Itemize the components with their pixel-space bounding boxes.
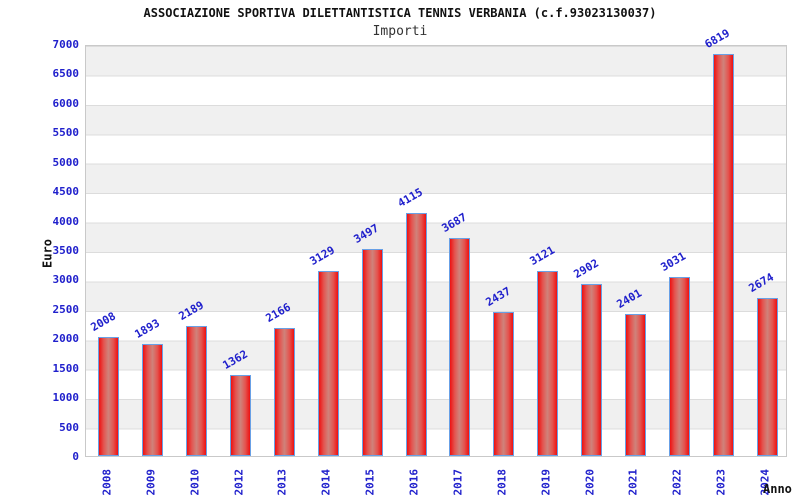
bar [537, 271, 558, 456]
plot-area: 2008 1893 2189 1362 2166 3129 3497 4115 3687 2437… [85, 26, 787, 457]
bar [757, 298, 778, 456]
x-tick-label: 2019 [539, 469, 553, 496]
chart-title: ASSOCIAZIONE SPORTIVA DILETTANTISTICA TE… [143, 6, 657, 20]
bar [406, 213, 427, 456]
x-tick-label: 2012 [232, 469, 246, 496]
bar-value-label: 3031 [658, 249, 688, 274]
x-tick-label: 2009 [144, 469, 158, 496]
x-tick-label: 2015 [363, 469, 377, 496]
y-tick-label: 3500 [52, 244, 80, 257]
y-tick-label: 2500 [52, 303, 80, 316]
bar-value-label: 3121 [527, 243, 557, 268]
bar [230, 375, 251, 456]
bar [274, 328, 295, 456]
y-tick-label: 6000 [52, 97, 80, 110]
x-tick-label: 2008 [100, 469, 114, 496]
bar [318, 271, 339, 456]
y-axis-title: Euro [40, 239, 55, 268]
bar [493, 312, 514, 456]
bar-value-label: 2166 [263, 300, 293, 325]
x-tick-label: 2010 [188, 469, 202, 496]
y-tick-label: 6500 [52, 67, 80, 80]
chart-subtitle: Importi [372, 24, 428, 39]
y-tick-label: 3000 [52, 273, 80, 286]
y-tick-label: 500 [59, 421, 79, 434]
bar-value-label: 2902 [571, 256, 601, 281]
bar [362, 249, 383, 456]
y-tick-label: 4000 [52, 215, 80, 228]
bar-value-label: 2437 [483, 284, 513, 309]
bar [713, 54, 734, 456]
x-tick-label: 2018 [495, 469, 509, 496]
y-tick-label: 1500 [52, 362, 80, 375]
x-tick-label: 2023 [714, 469, 728, 496]
bar-value-label: 2008 [88, 309, 118, 334]
bar-value-label: 2674 [746, 270, 776, 295]
bar [142, 344, 163, 456]
bar-value-label: 1893 [132, 316, 162, 341]
bar [449, 238, 470, 456]
x-tick-label: 2022 [670, 469, 684, 496]
x-tick-label: 2014 [319, 469, 333, 496]
bar [625, 314, 646, 456]
bar [186, 326, 207, 456]
x-tick-label: 2013 [275, 469, 289, 496]
x-axis-title: Anno [763, 482, 792, 496]
bar-value-label: 3497 [351, 221, 381, 246]
y-tick-label: 5500 [52, 126, 80, 139]
x-tick-label: 2016 [407, 469, 421, 496]
x-tick-label: 2017 [451, 469, 465, 496]
bar [669, 277, 690, 456]
bar [581, 284, 602, 456]
y-tick-label: 5000 [52, 156, 80, 169]
x-tick-label: 2020 [583, 469, 597, 496]
y-tick-label: 4500 [52, 185, 80, 198]
bar [98, 337, 119, 456]
bar-value-label: 3129 [307, 243, 337, 268]
bar-value-label: 1362 [220, 347, 250, 372]
y-tick-label: 7000 [52, 38, 80, 51]
bar-value-label: 2189 [176, 298, 206, 323]
y-tick-label: 1000 [52, 391, 80, 404]
bar-value-label: 2401 [614, 286, 644, 311]
bar-value-label: 3687 [439, 210, 469, 235]
y-tick-label: 2000 [52, 332, 80, 345]
x-tick-label: 2021 [626, 469, 640, 496]
y-tick-label: 0 [72, 450, 79, 463]
bar-value-label: 4115 [395, 185, 425, 210]
